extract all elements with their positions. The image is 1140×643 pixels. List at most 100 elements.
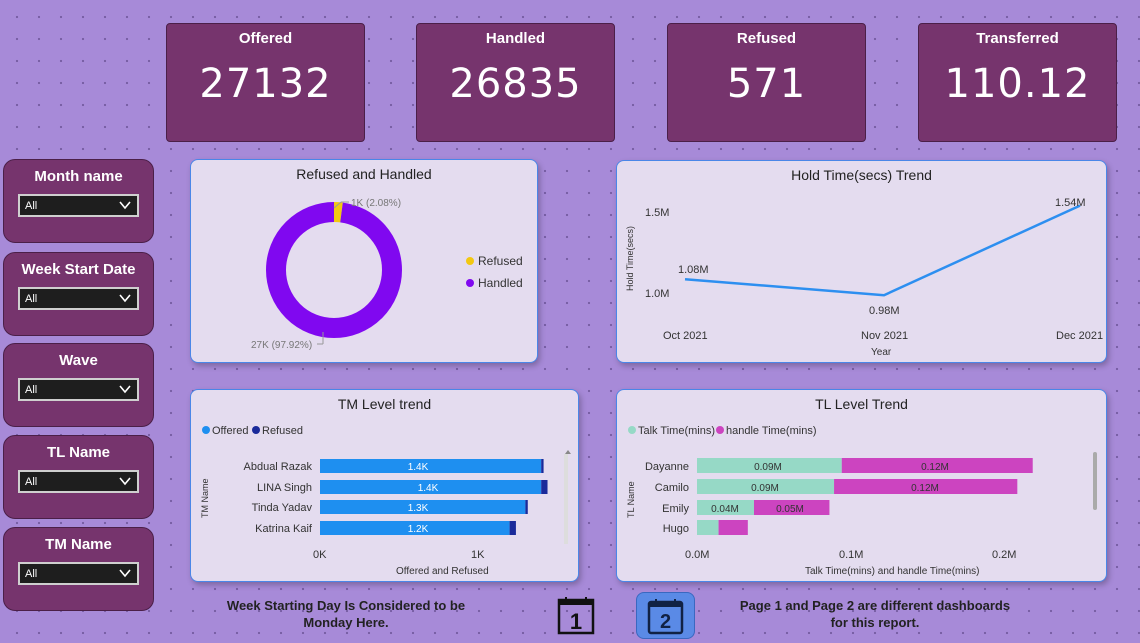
bar-value-label: 1.3K xyxy=(408,503,429,514)
note-line: Week Starting Day Is Considered to be xyxy=(226,598,466,613)
point-label: 0.98M xyxy=(869,305,900,317)
legend-marker-talk xyxy=(628,426,636,434)
x-tick-label: 0.2M xyxy=(992,549,1016,561)
x-axis-title: Year xyxy=(871,347,892,358)
bar-value-label: 1.2K xyxy=(408,524,429,535)
chevron-down-icon xyxy=(118,383,132,398)
page-2-button[interactable]: 2 xyxy=(636,592,695,639)
legend-marker-handle xyxy=(716,426,724,434)
refused-handled-donut-card[interactable]: Refused and Handled 1K (2.08%) 27K (97.9… xyxy=(190,159,538,363)
legend-label-talk: Talk Time(mins) xyxy=(638,425,715,437)
bar-value-label: 1.4K xyxy=(408,462,429,473)
kpi-value: 110.12 xyxy=(944,61,1091,107)
bar-refused xyxy=(509,521,516,535)
x-tick-label: 0.1M xyxy=(839,549,863,561)
calendar-page-1-icon: 1 xyxy=(557,597,595,635)
bar-offered xyxy=(320,521,510,535)
kpi-label: Offered xyxy=(238,30,293,47)
kpi-handled-card: Handled 26835 xyxy=(416,23,615,142)
bar-refused xyxy=(541,480,548,494)
series-line xyxy=(684,204,1081,297)
legend-marker-offered xyxy=(202,426,210,434)
bar-offered xyxy=(320,459,542,473)
scrollbar-track[interactable] xyxy=(564,454,568,544)
bar-value-label: 1.4K xyxy=(418,483,439,494)
page-number: 1 xyxy=(570,609,582,634)
legend-label-handle: handle Time(mins) xyxy=(726,425,816,437)
y-tick-label: 1.0M xyxy=(645,288,669,300)
x-tick-label: Dec 2021 xyxy=(1056,330,1103,342)
slicer-label: Month name xyxy=(34,168,123,185)
point-label: 1.08M xyxy=(678,264,709,276)
x-axis-title: Offered and Refused xyxy=(396,566,489,577)
x-tick-label: 0.0M xyxy=(685,549,709,561)
tm-name-dropdown[interactable]: All xyxy=(18,562,139,585)
chevron-down-icon xyxy=(118,475,132,490)
x-tick-label: 0K xyxy=(313,549,327,561)
donut-chart: 1K (2.08%) 27K (97.92%) Refused Handled xyxy=(251,198,523,351)
bar-talk-time xyxy=(697,500,754,515)
chart-title: TM Level trend xyxy=(337,396,432,412)
slicer-tl-name: TL Name All xyxy=(3,435,154,519)
hold-time-trend-card[interactable]: Hold Time(secs) Trend Hold Time(secs) 1.… xyxy=(616,160,1107,363)
slicer-label: Week Start Date xyxy=(21,261,136,278)
chart-title: TL Level Trend xyxy=(815,396,908,412)
week-start-note: Week Starting Day Is Considered to be Mo… xyxy=(215,597,477,631)
category-label: Tinda Yadav xyxy=(252,502,313,514)
wave-dropdown[interactable]: All xyxy=(18,378,139,401)
category-label: Katrina Kaif xyxy=(255,523,313,535)
slicer-wave: Wave All xyxy=(3,343,154,427)
slicer-week-start-date: Week Start Date All xyxy=(3,252,154,336)
legend-label-refused: Refused xyxy=(478,254,523,268)
legend-marker-refused xyxy=(252,426,260,434)
page-number: 2 xyxy=(660,611,671,633)
tl-level-trend-card[interactable]: TL Level Trend Talk Time(mins) handle Ti… xyxy=(616,389,1107,582)
bar-refused xyxy=(541,459,544,473)
scrollbar-thumb[interactable] xyxy=(1093,452,1097,510)
y-axis-title: Hold Time(secs) xyxy=(625,226,635,291)
kpi-label: Transferred xyxy=(976,30,1059,47)
kpi-label: Handled xyxy=(485,30,546,47)
bar-value-label: 0.04M xyxy=(711,504,739,515)
month-name-dropdown[interactable]: All xyxy=(18,194,139,217)
bar-value-label: 0.05M xyxy=(776,504,804,515)
category-label: Hugo xyxy=(663,523,689,535)
chart-title: Refused and Handled xyxy=(296,166,432,182)
slice-label-refused: 1K (2.08%) xyxy=(351,198,401,209)
x-axis-title: Talk Time(mins) and handle Time(mins) xyxy=(805,566,980,577)
legend-marker-handled xyxy=(466,279,474,287)
bar-offered xyxy=(320,500,526,514)
bar-value-label: 0.09M xyxy=(754,462,782,473)
category-label: Abdual Razak xyxy=(244,461,313,473)
tl-name-dropdown[interactable]: All xyxy=(18,470,139,493)
week-start-date-dropdown[interactable]: All xyxy=(18,287,139,310)
point-label: 1.54M xyxy=(1055,197,1086,209)
bar-value-label: 0.12M xyxy=(911,483,939,494)
kpi-value: 27132 xyxy=(199,61,332,107)
page-1-button[interactable]: 1 xyxy=(557,596,595,636)
hold-time-line-chart: Hold Time(secs) 1.5M 1.0M 1.08M 0.98M 1.… xyxy=(625,197,1103,358)
bar-handle-time xyxy=(753,500,830,515)
dropdown-value: All xyxy=(25,476,38,488)
dropdown-value: All xyxy=(25,200,38,212)
bar-value-label: 0.09M xyxy=(751,483,779,494)
scroll-up-icon[interactable] xyxy=(565,450,571,454)
calendar-page-2-icon: 2 xyxy=(647,599,684,635)
x-tick-label: Nov 2021 xyxy=(861,330,908,342)
bar-handle-time xyxy=(841,458,1033,473)
chevron-down-icon xyxy=(118,292,132,307)
y-axis-title: TM Name xyxy=(200,478,210,518)
bar-refused xyxy=(525,500,528,514)
dropdown-value: All xyxy=(25,293,38,305)
dropdown-value: All xyxy=(25,568,38,580)
kpi-offered-card: Offered 27132 xyxy=(166,23,365,142)
pages-note: Page 1 and Page 2 are different dashboar… xyxy=(722,597,1028,631)
kpi-refused-card: Refused 571 xyxy=(667,23,866,142)
bar-value-label: 0.12M xyxy=(921,462,949,473)
legend-marker-refused xyxy=(466,257,474,265)
category-label: Emily xyxy=(662,503,689,515)
tm-level-trend-card[interactable]: TM Level trend Offered Refused TM Name A… xyxy=(190,389,579,582)
note-line: for this report. xyxy=(830,615,920,630)
category-label: LINA Singh xyxy=(257,482,312,494)
kpi-value: 571 xyxy=(726,61,807,107)
